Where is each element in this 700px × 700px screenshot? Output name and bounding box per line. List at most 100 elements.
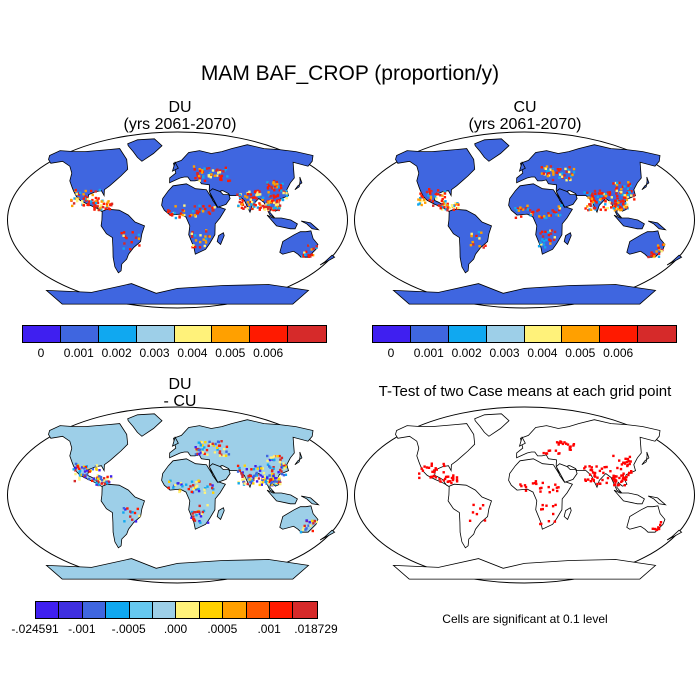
grid-cell <box>589 468 592 472</box>
grid-cell <box>441 194 444 197</box>
grid-cell <box>183 204 186 207</box>
grid-cell <box>218 175 221 178</box>
grid-cell <box>95 478 98 481</box>
colorbar-box <box>562 326 601 342</box>
grid-cell <box>204 238 207 242</box>
grid-cell <box>448 206 452 210</box>
grid-cell <box>540 216 543 219</box>
grid-cell <box>610 196 613 199</box>
grid-cell <box>653 255 656 258</box>
grid-cell <box>74 462 78 466</box>
grid-cell <box>519 483 522 486</box>
landmass-newguinea <box>301 220 320 231</box>
grid-cell <box>220 174 224 178</box>
grid-cell <box>528 209 532 212</box>
grid-cell <box>238 466 241 470</box>
grid-cell <box>133 511 137 515</box>
grid-cell <box>198 520 201 523</box>
grid-cell <box>425 466 429 469</box>
grid-cell <box>555 486 559 489</box>
grid-cell <box>263 207 266 210</box>
grid-cell <box>442 471 445 474</box>
grid-cell <box>197 489 201 493</box>
grid-cell <box>266 476 269 479</box>
grid-cell <box>283 463 286 467</box>
grid-cell <box>472 503 475 507</box>
grid-cell <box>240 472 243 475</box>
grid-cell <box>612 474 615 477</box>
landmass-newguinea <box>301 495 320 506</box>
grid-cell <box>193 205 196 208</box>
grid-cell <box>659 521 663 524</box>
grid-cell <box>97 483 101 486</box>
grid-cell <box>136 507 139 511</box>
grid-cell <box>274 206 277 210</box>
grid-cell <box>541 238 544 241</box>
grid-cell <box>279 458 282 461</box>
colorbar-tick-label: 0.003 <box>139 346 170 360</box>
grid-cell <box>211 209 214 212</box>
grid-cell <box>455 476 459 479</box>
grid-cell <box>104 207 107 210</box>
grid-cell <box>570 175 573 178</box>
grid-cell <box>226 175 229 178</box>
grid-cell <box>275 201 278 204</box>
grid-cell <box>273 458 276 462</box>
grid-cell <box>243 464 246 467</box>
grid-cell <box>604 192 608 196</box>
grid-cell <box>302 255 305 258</box>
grid-cell <box>545 216 548 220</box>
landmass-newguinea <box>648 220 667 231</box>
grid-cell <box>598 189 602 192</box>
grid-cell <box>599 192 603 195</box>
grid-cell <box>542 243 546 246</box>
grid-cell <box>627 184 630 187</box>
colorbar-tick-label: .0005 <box>207 622 238 636</box>
grid-cell <box>203 179 207 183</box>
grid-cell <box>588 208 591 211</box>
grid-cell <box>629 460 632 463</box>
grid-cell <box>564 167 567 171</box>
grid-cell <box>110 202 114 205</box>
grid-cell <box>547 449 550 452</box>
grid-cell <box>450 481 453 485</box>
grid-cell <box>443 477 447 481</box>
grid-cell <box>457 203 460 206</box>
colorbar-box <box>270 602 294 618</box>
grid-cell <box>593 474 596 478</box>
grid-cell <box>196 172 199 175</box>
grid-cell <box>658 248 661 251</box>
grid-cell <box>249 480 252 483</box>
grid-cell <box>268 480 271 484</box>
grid-cell <box>85 473 88 476</box>
grid-cell <box>83 470 87 473</box>
grid-cell <box>423 465 426 468</box>
grid-cell <box>198 179 201 182</box>
grid-cell <box>105 480 108 483</box>
grid-cell <box>218 454 222 457</box>
grid-cell <box>304 253 307 256</box>
grid-cell <box>195 448 198 451</box>
grid-cell <box>278 207 281 210</box>
grid-cell <box>190 490 193 494</box>
grid-cell <box>134 236 138 239</box>
grid-cell <box>99 475 103 479</box>
grid-cell <box>212 444 215 447</box>
grid-cell <box>572 171 576 174</box>
grid-cell <box>198 177 202 180</box>
grid-cell <box>532 210 535 214</box>
grid-cell <box>551 505 555 508</box>
grid-cell <box>597 192 601 195</box>
grid-cell <box>541 235 545 238</box>
grid-cell <box>469 244 473 247</box>
grid-cell <box>571 173 574 177</box>
grid-cell <box>542 240 546 243</box>
grid-cell <box>86 469 89 472</box>
grid-cell <box>602 192 606 196</box>
grid-cell <box>541 503 544 507</box>
grid-cell <box>205 448 209 452</box>
grid-cell <box>547 169 550 172</box>
grid-cell <box>270 482 273 485</box>
grid-cell <box>102 477 106 480</box>
grid-cell <box>420 203 423 207</box>
